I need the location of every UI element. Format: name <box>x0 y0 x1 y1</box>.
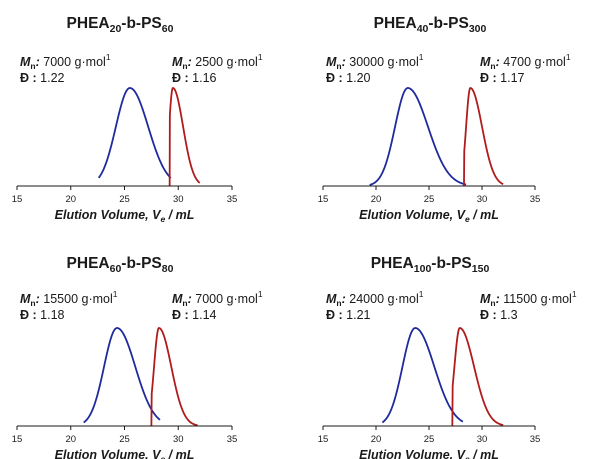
x-tick-label: 25 <box>424 194 435 205</box>
x-tick-label: 20 <box>371 194 382 205</box>
mn-label-1: Mn: 24000 g·mol1 <box>326 289 424 308</box>
x-tick-label: 15 <box>318 194 329 205</box>
x-tick-label: 35 <box>227 194 238 205</box>
dispersity-label-2: Đ : 1.3 <box>480 308 518 322</box>
x-tick-label: 35 <box>530 194 541 205</box>
x-tick-label: 20 <box>65 194 76 205</box>
panel-title: PHEA60-b-PS80 <box>67 255 174 275</box>
x-tick-label: 25 <box>119 194 130 205</box>
dispersity-label-2: Đ : 1.17 <box>480 71 525 85</box>
mn-label-2: Mn: 11500 g·mol1 <box>480 289 577 308</box>
dispersity-label-1: Đ : 1.18 <box>20 308 65 322</box>
first-block-trace <box>381 327 464 424</box>
copolymer-trace <box>168 87 201 187</box>
x-axis-title: Elution Volume, Ve / mL <box>55 448 195 459</box>
mn-label-2: Mn: 7000 g·mol1 <box>172 289 263 308</box>
first-block-trace <box>83 327 161 424</box>
x-tick-label: 30 <box>477 434 488 445</box>
mn-label-2: Mn: 2500 g·mol1 <box>172 52 263 71</box>
x-tick-label: 15 <box>12 434 23 445</box>
mn-label-1: Mn: 30000 g·mol1 <box>326 52 424 71</box>
x-tick-label: 20 <box>65 434 76 445</box>
x-tick-label: 30 <box>477 194 488 205</box>
mn-label-1: Mn: 7000 g·mol1 <box>20 52 111 71</box>
dispersity-label-1: Đ : 1.21 <box>326 308 371 322</box>
dispersity-label-2: Đ : 1.14 <box>172 308 217 322</box>
x-axis-title: Elution Volume, Ve / mL <box>359 448 499 459</box>
copolymer-trace <box>451 327 504 427</box>
mn-label-2: Mn: 4700 g·mol1 <box>480 52 571 71</box>
x-tick-label: 20 <box>371 434 382 445</box>
x-tick-label: 15 <box>318 434 329 445</box>
first-block-trace <box>369 87 467 186</box>
dispersity-label-2: Đ : 1.16 <box>172 71 217 85</box>
x-tick-label: 30 <box>173 194 184 205</box>
x-tick-label: 30 <box>173 434 184 445</box>
panel-title: PHEA100-b-PS150 <box>371 255 490 275</box>
x-tick-label: 25 <box>119 434 130 445</box>
panel-title: PHEA20-b-PS60 <box>67 15 174 35</box>
first-block-trace <box>97 87 172 179</box>
x-tick-label: 35 <box>227 434 238 445</box>
x-tick-label: 25 <box>424 434 435 445</box>
dispersity-label-1: Đ : 1.22 <box>20 71 65 85</box>
copolymer-trace <box>150 327 199 427</box>
mn-label-1: Mn: 15500 g·mol1 <box>20 289 118 308</box>
x-axis-title: Elution Volume, Ve / mL <box>359 208 499 224</box>
panel-title: PHEA40-b-PS300 <box>374 15 487 35</box>
dispersity-label-1: Đ : 1.20 <box>326 71 371 85</box>
copolymer-trace <box>463 87 504 187</box>
x-axis-title: Elution Volume, Ve / mL <box>55 208 195 224</box>
x-tick-label: 35 <box>530 434 541 445</box>
x-tick-label: 15 <box>12 194 23 205</box>
